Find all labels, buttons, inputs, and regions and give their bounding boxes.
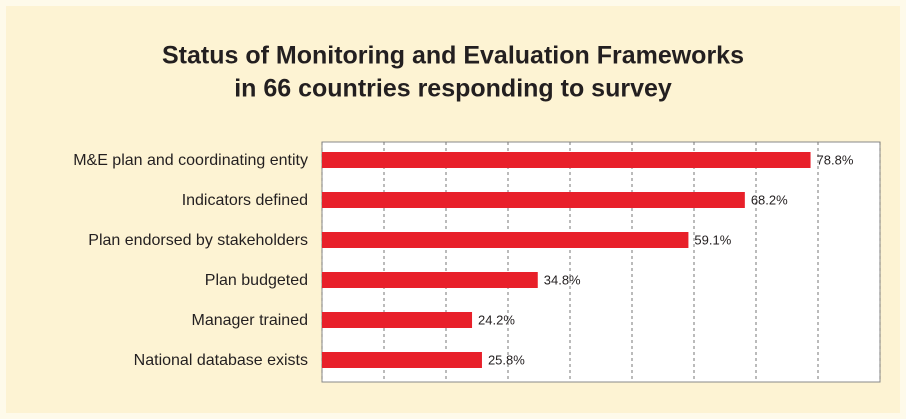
bar — [322, 232, 689, 248]
y-tick-label: Plan budgeted — [205, 272, 308, 289]
value-label: 78.8% — [817, 152, 854, 167]
y-tick-label: M&E plan and coordinating entity — [73, 152, 308, 169]
y-tick-label: Manager trained — [191, 312, 308, 329]
bar — [322, 152, 811, 168]
bar — [322, 312, 473, 328]
chart-title: Status of Monitoring and Evaluation Fram… — [162, 42, 744, 70]
bar — [322, 352, 482, 368]
y-tick-label: Indicators defined — [182, 192, 308, 209]
bar — [322, 272, 538, 288]
chart-title: in 66 countries responding to survey — [234, 75, 672, 103]
value-label: 68.2% — [751, 192, 788, 207]
value-label: 59.1% — [694, 232, 731, 247]
plot-area — [321, 141, 881, 383]
value-label: 34.8% — [544, 272, 581, 287]
y-tick-label: National database exists — [134, 352, 308, 369]
bar — [322, 192, 745, 208]
value-label: 25.8% — [488, 352, 525, 367]
value-label: 24.2% — [478, 312, 515, 327]
y-tick-label: Plan endorsed by stakeholders — [88, 232, 308, 249]
